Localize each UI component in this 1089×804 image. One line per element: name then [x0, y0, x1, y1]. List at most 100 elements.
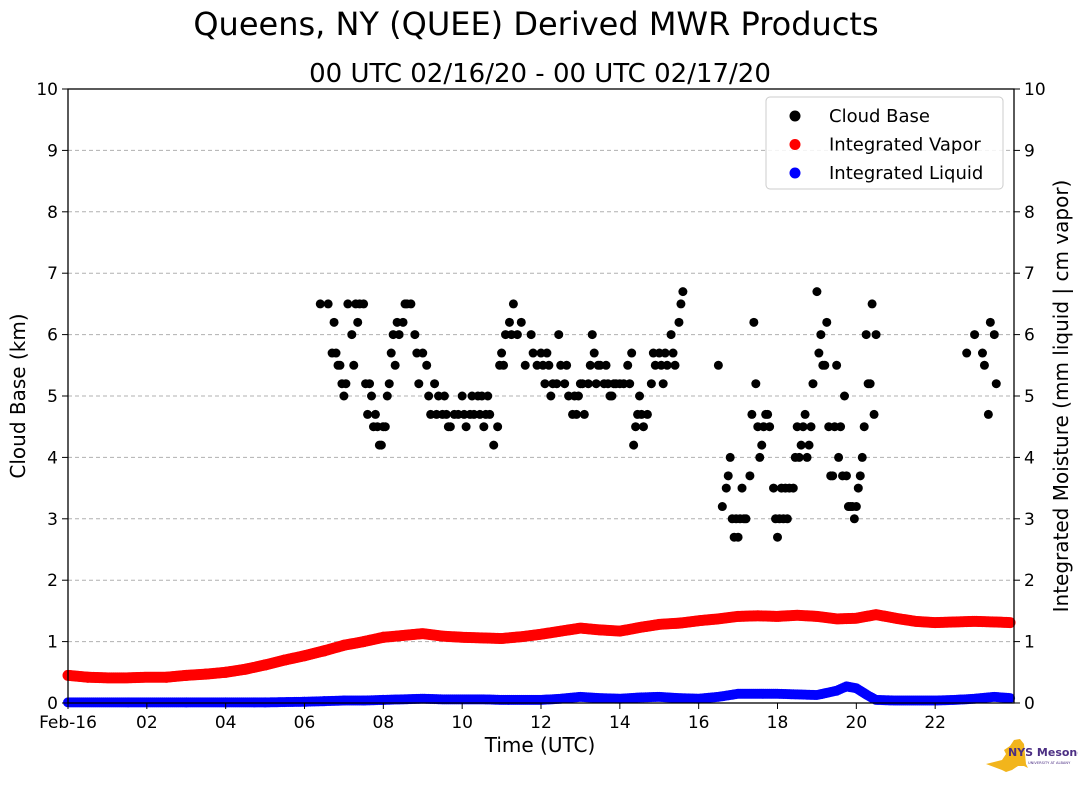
cloud-base-point — [788, 483, 798, 493]
cloud-base-point — [540, 379, 550, 389]
x-tick-label: 10 — [451, 713, 473, 733]
cloud-base-point — [587, 330, 597, 340]
y2-tick-label: 0 — [1024, 694, 1035, 714]
cloud-base-point — [497, 348, 507, 358]
y-tick-label: 0 — [47, 694, 58, 714]
cloud-base-point — [822, 317, 832, 327]
cloud-base-point — [806, 422, 816, 432]
x-tick-label: 16 — [688, 713, 710, 733]
cloud-base-point — [737, 483, 747, 493]
cloud-base-point — [721, 483, 731, 493]
cloud-base-point — [985, 317, 995, 327]
cloud-base-point — [376, 440, 386, 450]
cloud-base-point — [979, 360, 989, 370]
cloud-base-point — [666, 330, 676, 340]
cloud-base-point — [335, 360, 345, 370]
cloud-base-point — [658, 379, 668, 389]
y2-tick-label: 6 — [1024, 326, 1035, 346]
cloud-base-point — [867, 299, 877, 309]
cloud-base-point — [382, 391, 392, 401]
cloud-base-point — [627, 348, 637, 358]
cloud-base-point — [512, 330, 522, 340]
cloud-base-point — [341, 379, 351, 389]
cloud-base-point — [542, 348, 552, 358]
liquid-point — [1005, 693, 1016, 704]
cloud-base-point — [970, 330, 980, 340]
legend-marker — [789, 167, 801, 179]
cloud-base-point — [751, 379, 761, 389]
cloud-base-point — [808, 379, 818, 389]
cloud-base-point — [642, 409, 652, 419]
cloud-base-point — [329, 317, 339, 327]
x-tick-label: 08 — [373, 713, 395, 733]
cloud-base-point — [763, 409, 773, 419]
cloud-base-point — [625, 379, 635, 389]
legend-box — [765, 96, 1004, 190]
x-tick-label: 22 — [924, 713, 946, 733]
x-tick-label: 12 — [530, 713, 552, 733]
cloud-base-point — [769, 483, 779, 493]
cloud-base-point — [601, 360, 611, 370]
cloud-base-point — [508, 299, 518, 309]
cloud-base-point — [773, 532, 782, 542]
cloud-base-point — [849, 514, 859, 524]
cloud-base-point — [853, 483, 863, 493]
y2-tick-label: 2 — [1024, 571, 1035, 591]
cloud-base-point — [562, 360, 572, 370]
cloud-base-point — [363, 409, 373, 419]
cloud-base-point — [483, 391, 493, 401]
x-tick-label: 20 — [846, 713, 868, 733]
cloud-base-point — [571, 409, 581, 419]
cloud-base-point — [676, 299, 686, 309]
x-tick-label: 18 — [767, 713, 789, 733]
cloud-base-point — [353, 317, 363, 327]
y2-tick-label: 4 — [1024, 448, 1035, 468]
cloud-base-point — [398, 317, 408, 327]
cloud-base-point — [816, 330, 826, 340]
cloud-base-point — [757, 440, 767, 450]
cloud-base-point — [546, 391, 556, 401]
cloud-base-point — [733, 532, 743, 542]
cloud-base-point — [668, 348, 678, 358]
y-tick-label: 2 — [47, 571, 58, 591]
cloud-base-point — [560, 379, 570, 389]
y2-tick-label: 5 — [1024, 387, 1035, 407]
cloud-base-point — [635, 391, 645, 401]
cloud-base-point — [836, 422, 846, 432]
cloud-base-point — [367, 391, 377, 401]
y-tick-label: 10 — [36, 80, 58, 100]
cloud-base-point — [489, 440, 499, 450]
cloud-base-point — [812, 287, 822, 297]
y2-tick-label: 1 — [1024, 633, 1035, 653]
cloud-base-point — [662, 360, 672, 370]
x-tick-label: 14 — [609, 713, 631, 733]
cloud-base-point — [865, 379, 875, 389]
cloud-base-point — [349, 360, 359, 370]
cloud-base-point — [394, 330, 404, 340]
cloud-base-point — [479, 422, 489, 432]
cloud-base-point — [520, 360, 530, 370]
cloud-base-point — [585, 360, 595, 370]
cloud-base-point — [989, 330, 999, 340]
y-axis-label: Cloud Base (km) — [6, 313, 30, 478]
cloud-base-point — [859, 422, 869, 432]
cloud-base-point — [841, 471, 851, 481]
cloud-base-point — [755, 452, 765, 462]
cloud-base-point — [410, 330, 420, 340]
cloud-base-point — [851, 502, 861, 512]
series-integrated-vapor — [62, 609, 1016, 684]
cloud-base-point — [670, 360, 680, 370]
cloud-base-point — [631, 422, 641, 432]
x-tick-label: 06 — [294, 713, 316, 733]
cloud-base-point — [552, 379, 562, 389]
cloud-base-point — [365, 379, 375, 389]
cloud-base-point — [422, 360, 432, 370]
cloud-base-point — [765, 422, 775, 432]
cloud-base-point — [674, 317, 684, 327]
cloud-base-point — [871, 330, 881, 340]
cloud-base-point — [796, 440, 806, 450]
gridlines — [68, 149, 1014, 643]
cloud-base-point — [814, 348, 824, 358]
y-tick-label: 7 — [47, 264, 58, 284]
